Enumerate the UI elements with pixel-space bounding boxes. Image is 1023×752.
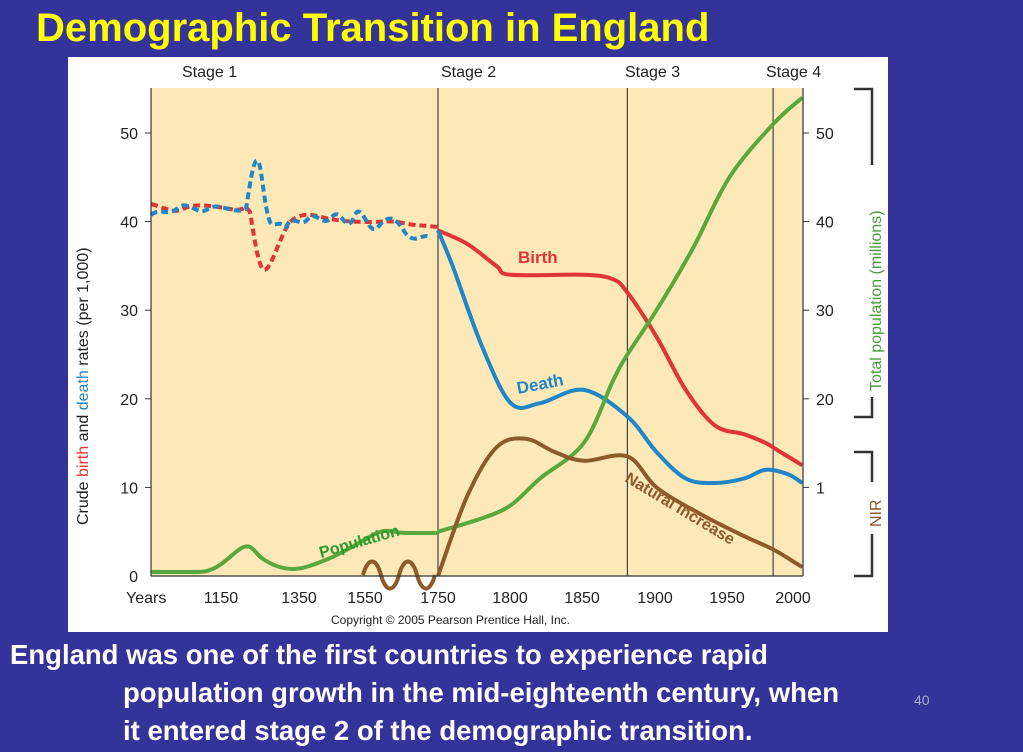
x-tick-label: 1850 xyxy=(564,590,600,607)
stage-label: Stage 3 xyxy=(625,64,680,81)
stage-label: Stage 1 xyxy=(182,64,237,81)
y-tick-label-left: 40 xyxy=(120,215,138,232)
birth-label: Birth xyxy=(518,248,558,267)
x-tick-label: 2000 xyxy=(775,590,811,607)
demographic-transition-chart: Stage 1 Stage 2 Stage 3 Stage 4 0 10 20 30 4… xyxy=(68,57,888,632)
x-tick-label: 1750 xyxy=(420,590,456,607)
y-tick-label-right: 20 xyxy=(816,392,834,409)
y-tick-label-left: 0 xyxy=(129,569,138,586)
y-tick-label-right: 1 xyxy=(816,480,825,497)
nir-label-bg xyxy=(864,482,886,534)
ylabel-part: rates (per 1,000) xyxy=(75,247,92,370)
slide-number: 40 xyxy=(914,692,930,708)
x-tick-label: 1800 xyxy=(492,590,528,607)
y-tick-label-right: 30 xyxy=(816,303,834,320)
x-axis-label: Years xyxy=(126,590,166,607)
y-tick-label-left: 10 xyxy=(120,480,138,497)
stage-label: Stage 4 xyxy=(766,64,821,81)
nir-label: NIR xyxy=(868,499,885,527)
y-tick-label-right: 40 xyxy=(816,215,834,232)
caption-line-2: population growth in the mid-eighteenth … xyxy=(123,677,839,708)
x-tick-label: 1900 xyxy=(637,590,673,607)
ylabel-part: Crude xyxy=(75,477,92,525)
death-rate-dashed-line xyxy=(149,158,432,241)
ylabel-part-birth: birth xyxy=(75,446,92,477)
birth-rate-dashed-line xyxy=(150,202,439,272)
natural-increase-wavy-line xyxy=(361,559,437,591)
ylabel-part: and xyxy=(75,410,92,446)
y-tick-label-left: 50 xyxy=(120,126,138,143)
chart-svg: Stage 1 Stage 2 Stage 3 Stage 4 0 10 20 30 4… xyxy=(75,64,886,627)
stage-label: Stage 2 xyxy=(441,64,496,81)
ylabel-part-death: death xyxy=(75,370,92,410)
population-line xyxy=(437,96,804,534)
y-axis-right-label: Total population (millions) xyxy=(868,210,885,391)
caption-line-3: it entered stage 2 of the demographic tr… xyxy=(123,715,753,746)
x-tick-label: 1950 xyxy=(709,590,745,607)
ylabel-right-bg xyxy=(864,165,886,397)
x-tick-label: 1350 xyxy=(281,590,317,607)
x-tick-label: 1550 xyxy=(347,590,383,607)
y-tick-label-left: 20 xyxy=(120,392,138,409)
slide-title: Demographic Transition in England xyxy=(36,6,710,50)
natural-increase-line xyxy=(436,436,804,577)
birth-rate-line xyxy=(437,228,804,467)
copyright-text: Copyright © 2005 Pearson Prentice Hall, … xyxy=(331,613,570,627)
death-rate-line xyxy=(436,229,804,486)
y-tick-label-right: 50 xyxy=(816,126,834,143)
caption-line-1: England was one of the first countries t… xyxy=(10,639,768,670)
population-early-line xyxy=(151,528,438,574)
y-tick-label-left: 30 xyxy=(120,303,138,320)
x-tick-label: 1150 xyxy=(204,590,239,607)
y-axis-left-label: Crude birth and death rates (per 1,000) xyxy=(75,247,92,525)
caption: England was one of the first countries t… xyxy=(10,636,1015,750)
